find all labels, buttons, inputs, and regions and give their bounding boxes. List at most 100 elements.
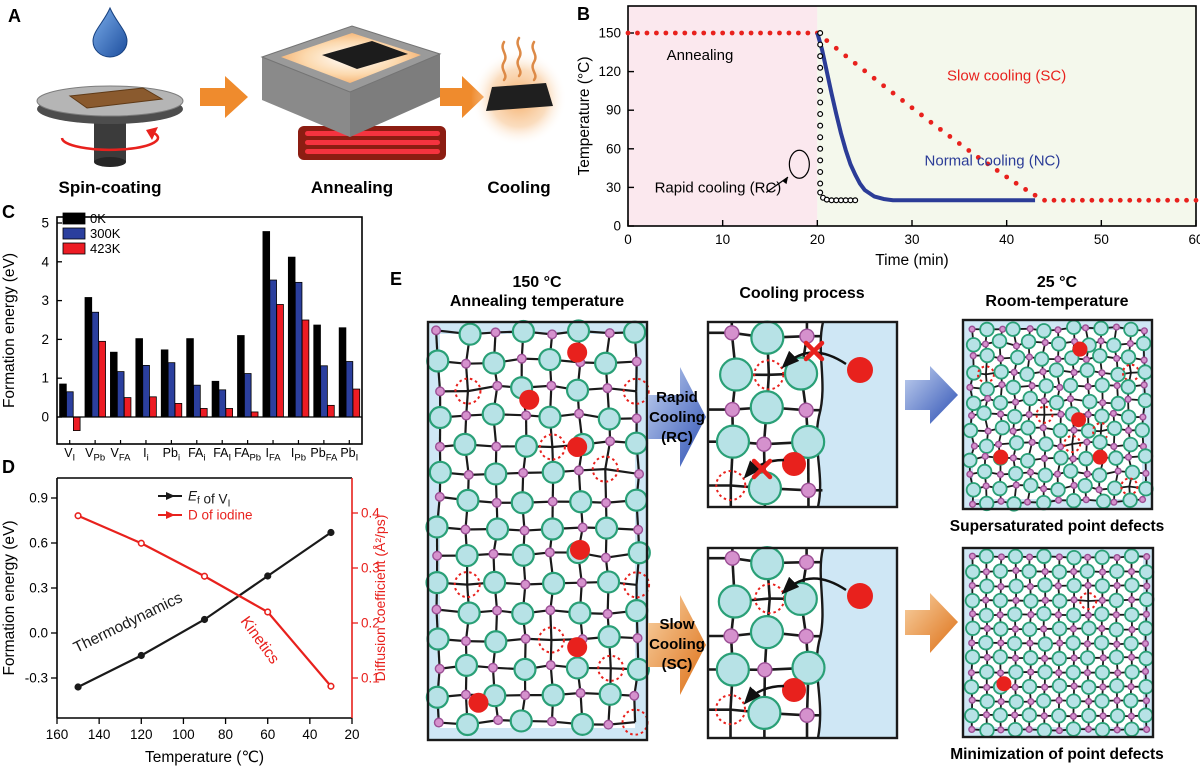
room-temp-title-temp: 25 °C [1037, 274, 1078, 291]
x-tick-label: 80 [218, 727, 233, 742]
lattice-atom-small [492, 605, 503, 616]
data-point [1070, 197, 1076, 203]
fluid-region [816, 322, 897, 507]
lattice-atom-big [1019, 366, 1035, 382]
lattice-atom-big [1108, 649, 1125, 665]
lattice-atom-big [1123, 693, 1139, 709]
lattice-atom-big [594, 516, 619, 540]
lattice-atom-small [1140, 381, 1148, 389]
lattice-atom-big [594, 351, 618, 375]
lattice-atom-small [1011, 398, 1020, 406]
lattice-atom-small [1099, 654, 1107, 662]
data-point [701, 30, 707, 36]
lattice-atom-small [724, 401, 741, 418]
lattice-atom-big [719, 357, 754, 392]
lattice-atom-big [717, 584, 752, 619]
step-label-cooling: Cooling [487, 178, 550, 197]
lattice-atom-small [1143, 725, 1151, 734]
lattice-atom-small [1098, 624, 1106, 633]
lattice-atom-small [994, 440, 1003, 448]
data-point [654, 30, 659, 36]
sc-label-line1: Slow [659, 616, 694, 633]
data-point [327, 682, 335, 690]
lattice-atom-big [1081, 679, 1097, 695]
lattice-atom-big [1091, 467, 1108, 483]
lattice-atom-big [570, 712, 595, 736]
data-point [663, 30, 669, 36]
minimized-caption: Minimization of point defects [950, 746, 1164, 763]
lattice-atom-small [1057, 410, 1065, 418]
lattice-atom-small [1113, 354, 1121, 363]
lattice-atom-big [1066, 319, 1082, 335]
bar-0K-7 [237, 335, 245, 418]
vacancy-defect [537, 626, 565, 654]
bar-0K-11 [338, 327, 347, 418]
lattice-atom-big [1010, 349, 1026, 366]
data-point [817, 41, 824, 48]
lattice-atom-big [1051, 593, 1068, 609]
lattice-atom-big [1081, 620, 1097, 636]
lattice-atom-big [1109, 563, 1125, 580]
lattice-atom-big [1080, 423, 1097, 439]
lattice-atom-small [1053, 470, 1062, 478]
lattice-atom-small [1040, 485, 1048, 493]
data-point [1108, 197, 1114, 203]
lattice-atom-big [426, 349, 450, 373]
lattice-atom-small [996, 669, 1005, 677]
lattice-atom-big [1065, 693, 1082, 709]
lattice-atom-small [1026, 639, 1034, 647]
category-label: FAPb [234, 446, 261, 464]
panel-c: C 0 1 2 3 4 5 VI VPb VFA Ii Pbi FAi FAI FAPb IFA IPb PbF… [1, 202, 363, 464]
lattice-atom-small [461, 410, 472, 421]
lattice-atom-small [1084, 410, 1092, 419]
lattice-atom-big [1120, 349, 1137, 365]
lattice-atom-small [1026, 325, 1034, 333]
lattice-atom-small [1127, 712, 1135, 720]
lattice-atom-big [1093, 635, 1110, 651]
lattice-atom-big [1106, 420, 1123, 436]
lattice-mini-rc [706, 320, 899, 509]
category-label: Ii [143, 446, 149, 464]
lattice-atom-small [1056, 639, 1064, 647]
lattice-bond [604, 469, 608, 503]
lattice-atom-small [1127, 683, 1135, 691]
lattice-atom-big [1005, 321, 1021, 337]
y-tick-label: 0 [41, 410, 49, 425]
lattice-atom-small [547, 329, 558, 340]
lattice-atom-big [979, 321, 995, 338]
lattice-atom-big [1079, 563, 1095, 579]
rc-highlight-ellipse [788, 149, 810, 179]
category-label: FAi [188, 446, 205, 464]
x-tick-label: 20 [810, 232, 825, 247]
lattice-atom-big [993, 364, 1009, 380]
legend-label: 0K [90, 211, 106, 226]
lattice-atom-small [545, 660, 556, 671]
room-temp-title: Room-temperature [985, 293, 1128, 310]
lattice-atom-small [1023, 498, 1032, 506]
lattice-atom-big [1123, 635, 1139, 652]
category-label: VFA [111, 446, 132, 464]
lattice-atom-big [715, 652, 750, 687]
bar-423K-10 [327, 404, 335, 418]
lattice-atom-big [992, 649, 1008, 665]
lattice-atom-small [434, 491, 445, 502]
data-point [852, 197, 859, 204]
x-tick-label: 40 [999, 232, 1014, 247]
data-point [947, 134, 953, 139]
lattice-atom-big [513, 657, 537, 681]
lattice-atom-small [629, 690, 640, 701]
lattice-atom-small [1140, 327, 1148, 335]
migration-arrow [743, 684, 785, 705]
lattice-atom-small [968, 639, 976, 647]
process-arrow-icon [200, 76, 248, 118]
lattice-atom-big [964, 592, 981, 609]
to-minimized-arrow-icon [905, 593, 958, 653]
data-point [1165, 197, 1170, 203]
lattice-atom-small [1069, 712, 1078, 720]
lattice-atom-big [1135, 335, 1152, 352]
lattice-atom-big [979, 664, 995, 680]
lattice-atom-small [632, 633, 643, 644]
lattice-atom-big [1020, 420, 1036, 436]
legend-label: 300K [90, 226, 121, 241]
heater-coil [305, 149, 440, 154]
